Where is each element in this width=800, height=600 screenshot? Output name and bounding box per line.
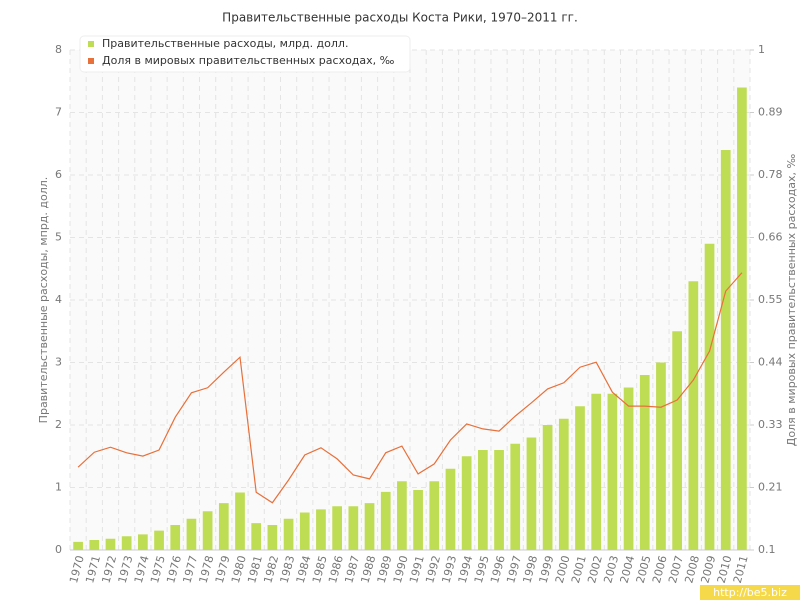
- bar: [413, 490, 423, 550]
- bar: [332, 506, 342, 550]
- legend-label: Доля в мировых правительственных расхода…: [102, 54, 395, 67]
- y2-tick-label: 0.78: [758, 168, 783, 181]
- y-tick-label: 8: [55, 43, 62, 56]
- bar: [542, 425, 553, 550]
- bar: [688, 281, 699, 550]
- bar: [73, 541, 83, 550]
- y-tick-label: 6: [55, 168, 62, 181]
- watermark: http://be5.biz: [713, 586, 787, 599]
- y-tick-label: 5: [55, 231, 62, 244]
- y2-axis-label: Доля в мировых правительственных расхода…: [785, 154, 798, 447]
- y-tick-label: 4: [55, 293, 62, 306]
- bar: [186, 518, 197, 550]
- y2-tick-label: 1: [758, 43, 765, 56]
- bar: [494, 450, 504, 550]
- bar: [478, 450, 488, 550]
- bar: [461, 456, 472, 550]
- y2-tick-label: 0.55: [758, 293, 783, 306]
- bar: [364, 503, 375, 550]
- watermark-bg: [700, 585, 800, 600]
- y-tick-label: 1: [55, 481, 62, 494]
- bar: [170, 525, 181, 550]
- y2-tick-label: 0.21: [758, 481, 783, 494]
- bar: [316, 509, 326, 550]
- bar: [154, 530, 164, 550]
- bar: [558, 418, 569, 550]
- bar: [89, 540, 100, 550]
- legend-label: Правительственные расходы, млрд. долл.: [102, 37, 348, 50]
- bar: [639, 375, 650, 550]
- y-tick-label: 0: [55, 543, 62, 556]
- bar: [591, 393, 602, 550]
- bar: [235, 492, 245, 550]
- y2-tick-label: 0.66: [758, 231, 783, 244]
- y-tick-label: 7: [55, 106, 62, 119]
- bar: [623, 387, 634, 550]
- bar: [526, 437, 537, 550]
- bar: [283, 518, 294, 550]
- legend: Правительственные расходы, млрд. долл. До…: [79, 35, 411, 73]
- bar: [218, 503, 229, 550]
- legend-swatch: [88, 58, 94, 64]
- bar: [380, 491, 391, 550]
- chart-title: Правительственные расходы Коста Рики, 19…: [222, 11, 578, 25]
- line: [77, 272, 743, 504]
- bar: [656, 362, 666, 550]
- bar: [672, 331, 682, 550]
- y2-tick-label: 0.33: [758, 418, 783, 431]
- bar: [445, 468, 456, 550]
- y2-tick-label: 0.44: [758, 356, 783, 369]
- bar: [429, 481, 440, 550]
- bar: [251, 523, 262, 550]
- bar: [737, 87, 747, 550]
- y-axis-label: Правительственные расходы, мпрд. долл.: [37, 177, 50, 424]
- y2-tick-label: 0.89: [758, 106, 783, 119]
- bar: [202, 511, 213, 550]
- y-tick-label: 2: [55, 418, 62, 431]
- legend-box: [79, 35, 411, 73]
- y2-tick-label: 0.1: [758, 543, 776, 556]
- bar: [299, 512, 310, 550]
- bar: [138, 534, 148, 550]
- y-tick-label: 3: [55, 356, 62, 369]
- bar: [348, 506, 359, 550]
- bar: [720, 150, 731, 550]
- bar: [105, 538, 116, 550]
- bar: [607, 393, 618, 550]
- bar: [510, 443, 521, 550]
- bar: [704, 243, 715, 550]
- bar: [397, 481, 407, 550]
- bar: [121, 536, 132, 550]
- legend-swatch: [88, 41, 94, 47]
- bar: [575, 406, 585, 550]
- bar: [267, 525, 278, 550]
